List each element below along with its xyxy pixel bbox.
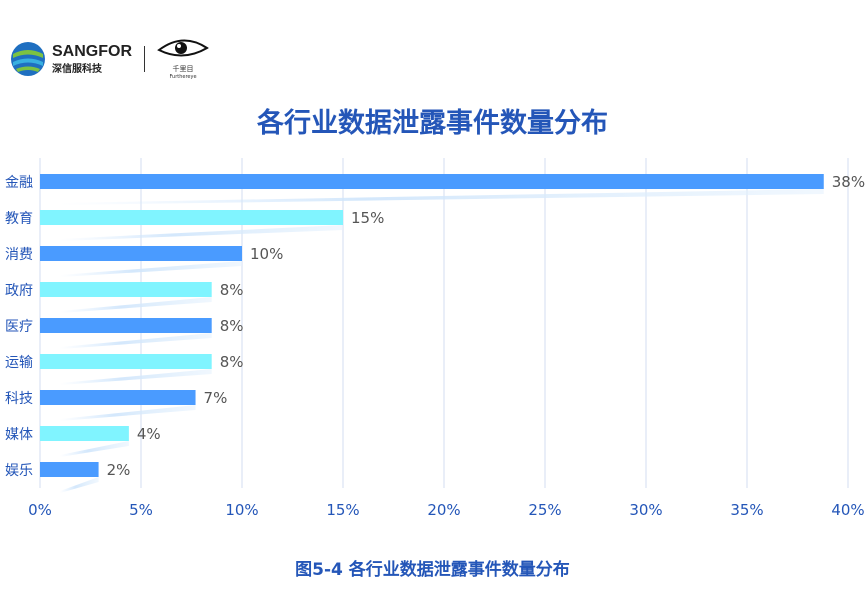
category-label: 运输 xyxy=(5,355,33,371)
x-tick-label: 30% xyxy=(629,501,662,519)
x-tick-label: 25% xyxy=(528,501,561,519)
x-tick-label: 20% xyxy=(427,501,460,519)
bar-reflection xyxy=(60,189,824,205)
x-tick-label: 5% xyxy=(129,501,153,519)
bar xyxy=(40,210,343,225)
bar-reflection xyxy=(60,297,212,313)
bar-reflection xyxy=(60,369,212,385)
sangfor-logo-icon xyxy=(11,42,45,76)
data-label: 8% xyxy=(220,281,244,299)
data-label: 2% xyxy=(107,461,131,479)
bar xyxy=(40,426,129,441)
brand-name-cn: 深信服科技 xyxy=(52,64,102,75)
category-label: 政府 xyxy=(5,283,33,299)
eye-icon xyxy=(157,39,209,57)
bar-reflection xyxy=(60,225,343,241)
x-tick-label: 35% xyxy=(730,501,763,519)
chart-title: 各行业数据泄露事件数量分布 xyxy=(257,108,608,139)
category-label: 金融 xyxy=(5,175,33,191)
bar-reflection xyxy=(60,441,129,457)
x-tick-label: 10% xyxy=(225,501,258,519)
bar xyxy=(40,390,196,405)
bar-reflection xyxy=(60,333,212,349)
data-label: 8% xyxy=(220,317,244,335)
bar xyxy=(40,462,99,477)
category-label: 医疗 xyxy=(5,319,33,335)
logo: SANGFOR 深信服科技 千里目 Furthereye xyxy=(10,38,209,80)
figure-caption: 图5-4 各行业数据泄露事件数量分布 xyxy=(295,560,570,580)
x-tick-label: 40% xyxy=(831,501,864,519)
category-label: 娱乐 xyxy=(5,463,33,479)
bar xyxy=(40,282,212,297)
data-label: 10% xyxy=(250,245,283,263)
category-label: 教育 xyxy=(5,211,33,227)
partner-name-cn: 千里目 xyxy=(172,65,194,73)
logo-divider xyxy=(144,46,145,72)
data-label: 7% xyxy=(204,389,228,407)
data-label: 38% xyxy=(832,173,865,191)
data-label: 4% xyxy=(137,425,161,443)
category-label: 科技 xyxy=(5,391,33,407)
partner-name-en: Furthereye xyxy=(169,74,197,80)
data-label: 8% xyxy=(220,353,244,371)
bar xyxy=(40,246,242,261)
category-label: 媒体 xyxy=(5,427,33,443)
bar-chart: 38% 金融 15% 教育 10% 消费 8% 政府 8% 医疗 8% 运输 7% 科技 4% 媒体 2% 娱乐 0… xyxy=(5,158,865,519)
x-tick-label: 0% xyxy=(28,501,52,519)
category-label: 消费 xyxy=(5,247,33,263)
bar-reflection xyxy=(60,477,99,493)
brand-name: SANGFOR xyxy=(52,43,132,60)
data-label: 15% xyxy=(351,209,384,227)
bar xyxy=(40,174,824,189)
x-tick-label: 15% xyxy=(326,501,359,519)
bar-reflection xyxy=(60,405,196,421)
bar-reflection xyxy=(60,261,242,277)
bar xyxy=(40,354,212,369)
bar xyxy=(40,318,212,333)
